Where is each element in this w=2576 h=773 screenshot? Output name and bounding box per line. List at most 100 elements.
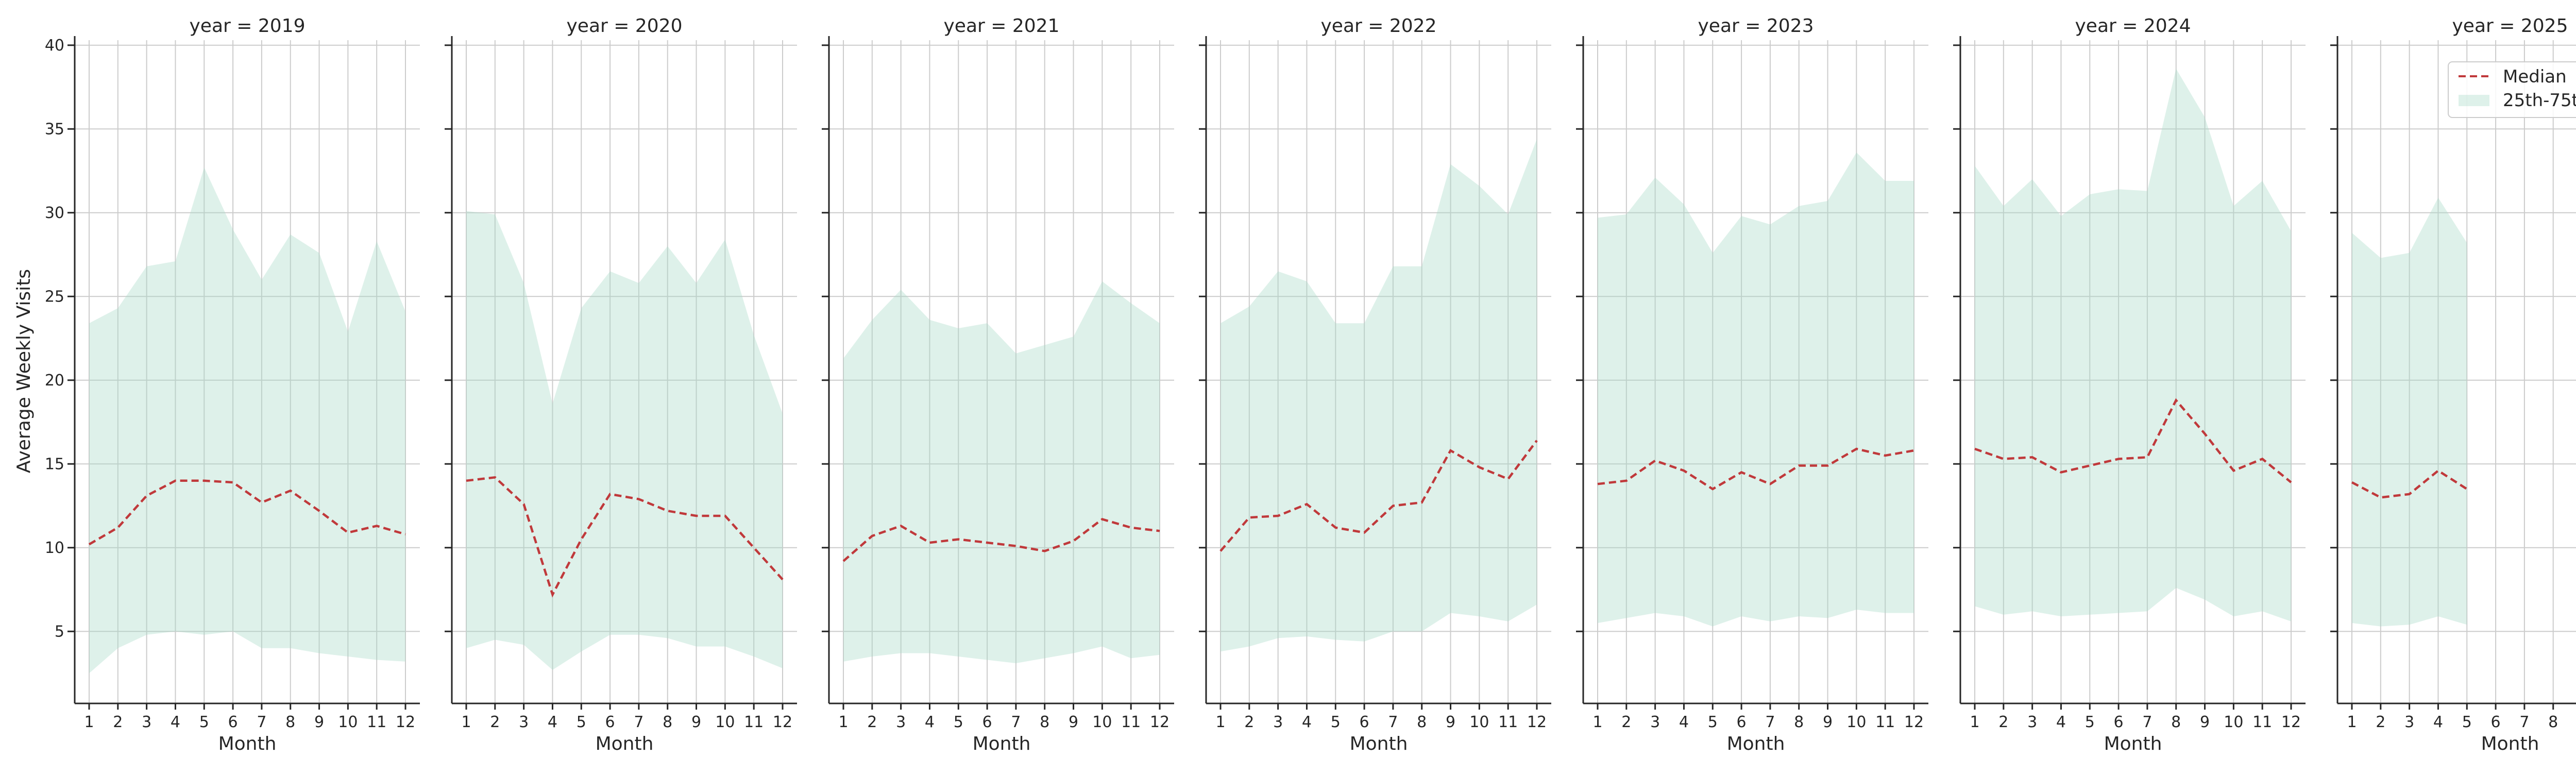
y-tick-label: 20 xyxy=(45,372,64,390)
x-tick-label: 7 xyxy=(2519,713,2529,731)
x-tick-label: 10 xyxy=(1846,713,1866,731)
legend-median-label: Median xyxy=(2503,66,2567,87)
x-tick-label: 2 xyxy=(867,713,877,731)
y-tick-label: 5 xyxy=(55,623,64,641)
x-tick-label: 10 xyxy=(1092,713,1112,731)
x-tick-label: 9 xyxy=(691,713,701,731)
percentile-band xyxy=(2352,197,2467,627)
x-tick-label: 7 xyxy=(1011,713,1021,731)
x-tick-label: 1 xyxy=(1970,713,1979,731)
panel-title: year = 2022 xyxy=(1321,15,1437,37)
panel-title: year = 2020 xyxy=(567,15,683,37)
x-tick-label: 7 xyxy=(257,713,266,731)
x-tick-label: 12 xyxy=(1527,713,1547,731)
x-tick-label: 2 xyxy=(1998,713,2008,731)
x-tick-label: 4 xyxy=(171,713,180,731)
x-tick-label: 9 xyxy=(1069,713,1078,731)
median-line xyxy=(2351,469,2468,499)
x-tick-label: 9 xyxy=(1446,713,1455,731)
x-tick-label: 10 xyxy=(2224,713,2243,731)
x-tick-label: 11 xyxy=(2252,713,2272,731)
legend-band-swatch xyxy=(2459,95,2489,106)
x-tick-label: 1 xyxy=(838,713,848,731)
x-tick-label: 11 xyxy=(367,713,386,731)
x-tick-label: 6 xyxy=(1737,713,1747,731)
x-tick-label: 3 xyxy=(1273,713,1283,731)
x-tick-label: 5 xyxy=(954,713,963,731)
x-tick-label: 4 xyxy=(1679,713,1689,731)
median-line xyxy=(1597,447,1914,491)
y-tick-label: 25 xyxy=(45,288,64,306)
x-tick-label: 9 xyxy=(2200,713,2210,731)
x-tick-label: 5 xyxy=(2085,713,2095,731)
x-tick-label: 2 xyxy=(490,713,500,731)
panel-title: year = 2025 xyxy=(2452,15,2568,37)
legend: Median 25th-75th Percentile xyxy=(2448,61,2576,118)
x-tick-label: 11 xyxy=(1121,713,1141,731)
y-tick-label: 30 xyxy=(45,204,64,222)
x-tick-label: 8 xyxy=(1040,713,1049,731)
x-axis-label: Month xyxy=(2104,733,2162,754)
x-axis-label: Month xyxy=(1350,733,1408,754)
x-tick-label: 2 xyxy=(2376,713,2385,731)
x-tick-label: 6 xyxy=(2114,713,2124,731)
panel-title: year = 2023 xyxy=(1698,15,1814,37)
x-axis-label: Month xyxy=(1727,733,1785,754)
median-line xyxy=(88,479,406,546)
x-tick-label: 6 xyxy=(228,713,238,731)
x-tick-label: 8 xyxy=(2171,713,2181,731)
x-tick-label: 7 xyxy=(1388,713,1398,731)
x-tick-label: 3 xyxy=(519,713,529,731)
x-tick-label: 11 xyxy=(744,713,764,731)
x-tick-label: 10 xyxy=(1469,713,1489,731)
median-line xyxy=(1219,440,1538,552)
percentile-band xyxy=(1975,69,2291,621)
x-tick-label: 4 xyxy=(2056,713,2066,731)
x-tick-label: 4 xyxy=(1302,713,1312,731)
x-tick-label: 5 xyxy=(199,713,209,731)
x-tick-label: 1 xyxy=(461,713,471,731)
median-line xyxy=(466,476,784,598)
x-tick-label: 11 xyxy=(1498,713,1518,731)
x-tick-label: 6 xyxy=(1360,713,1369,731)
percentile-band xyxy=(1598,152,1914,627)
x-tick-label: 12 xyxy=(1150,713,1170,731)
x-tick-label: 12 xyxy=(1904,713,1924,731)
legend-frame xyxy=(2448,61,2576,118)
percentile-band xyxy=(466,211,783,670)
x-tick-label: 4 xyxy=(2433,713,2443,731)
legend-band-label: 25th-75th Percentile xyxy=(2503,90,2576,111)
percentile-band xyxy=(89,167,405,674)
x-axis-label: Month xyxy=(2481,733,2539,754)
x-tick-label: 3 xyxy=(2404,713,2414,731)
x-tick-label: 7 xyxy=(634,713,643,731)
x-tick-label: 9 xyxy=(1823,713,1833,731)
x-tick-label: 1 xyxy=(2347,713,2357,731)
x-axis-label: Month xyxy=(218,733,277,754)
x-tick-label: 1 xyxy=(84,713,94,731)
x-tick-label: 8 xyxy=(1794,713,1804,731)
x-tick-label: 2 xyxy=(1621,713,1631,731)
y-tick-label: 40 xyxy=(45,37,64,55)
x-tick-label: 1 xyxy=(1215,713,1225,731)
x-tick-label: 3 xyxy=(2027,713,2037,731)
x-tick-label: 12 xyxy=(773,713,792,731)
x-tick-label: 7 xyxy=(1765,713,1775,731)
x-tick-label: 11 xyxy=(1875,713,1895,731)
x-tick-label: 8 xyxy=(2548,713,2558,731)
x-tick-label: 8 xyxy=(1417,713,1427,731)
x-tick-label: 6 xyxy=(982,713,992,731)
x-tick-label: 5 xyxy=(1708,713,1718,731)
median-line xyxy=(842,518,1160,562)
panel-title: year = 2024 xyxy=(2075,15,2191,37)
percentile-band xyxy=(843,281,1160,663)
x-tick-label: 3 xyxy=(1650,713,1660,731)
